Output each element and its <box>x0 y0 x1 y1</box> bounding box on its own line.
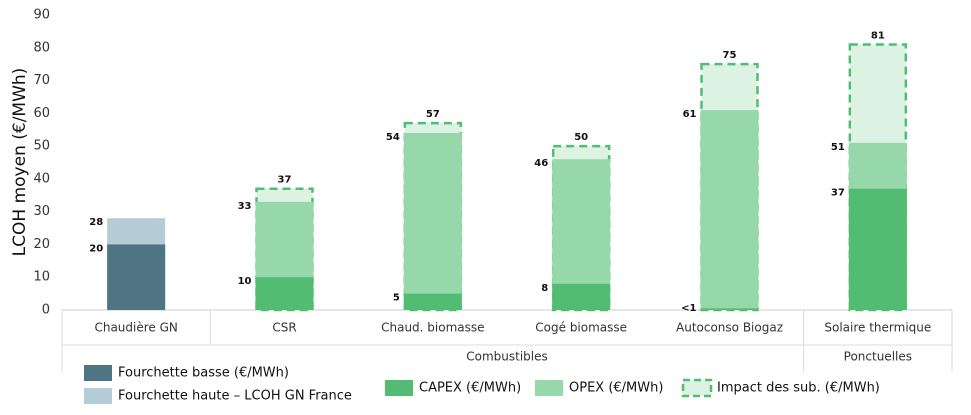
bar <box>700 110 759 310</box>
data-label: 20 <box>89 243 103 254</box>
legend-label: CAPEX (€/MWh) <box>419 381 521 396</box>
x-tick-label: Autoconso Biogaz <box>676 321 783 335</box>
x-tick-label: Cogé biomasse <box>535 321 627 335</box>
x-tick-label: Chaud. biomasse <box>381 321 484 335</box>
data-label: 50 <box>574 132 588 143</box>
y-tick-label: 50 <box>33 139 50 154</box>
data-label: 28 <box>89 217 103 228</box>
y-tick-label: 10 <box>33 270 50 285</box>
legend-swatch <box>535 380 563 396</box>
y-tick-label: 80 <box>33 40 50 55</box>
y-tick-label: 0 <box>42 303 50 318</box>
y-tick-label: 20 <box>33 237 50 252</box>
data-label: 61 <box>683 109 697 120</box>
data-label: 54 <box>386 132 400 143</box>
y-tick-label: 30 <box>33 204 50 219</box>
legend-label: Fourchette basse (€/MWh) <box>118 366 289 381</box>
y-tick-label: 40 <box>33 171 50 186</box>
bar <box>107 244 166 310</box>
x-tick-label: Chaudière GN <box>94 321 177 335</box>
data-label: 75 <box>723 50 737 61</box>
legend-swatch <box>681 378 713 398</box>
y-tick-label: 70 <box>33 73 50 88</box>
x-tick-label: CSR <box>272 321 296 335</box>
legend-swatch <box>84 365 112 381</box>
data-label: 8 <box>541 283 548 294</box>
data-label: 81 <box>871 31 885 42</box>
bar <box>700 308 759 310</box>
data-label: 57 <box>426 109 440 120</box>
x-tick-label: Solaire thermique <box>824 321 931 335</box>
bar <box>255 277 314 310</box>
data-label: 33 <box>238 201 252 212</box>
legend-label: OPEX (€/MWh) <box>569 381 663 396</box>
legend-label: Fourchette haute – LCOH GN France <box>118 389 352 404</box>
data-label: 51 <box>831 142 845 153</box>
legend-label: Impact des sub. (€/MWh) <box>717 381 880 396</box>
bar <box>848 188 907 310</box>
data-label: 10 <box>238 276 252 287</box>
legend-swatch <box>84 388 112 404</box>
bar <box>552 283 611 310</box>
y-tick-label: 90 <box>33 8 50 23</box>
data-label: 37 <box>831 188 845 199</box>
y-axis-label: LCOH moyen (€/MWh) <box>10 68 30 257</box>
data-label: 46 <box>534 158 548 169</box>
legend-swatch <box>385 380 413 396</box>
bar <box>403 133 462 310</box>
data-label: 5 <box>393 293 400 304</box>
y-tick-label: 60 <box>33 106 50 121</box>
bar <box>403 293 462 310</box>
group-label: Combustibles <box>466 350 548 364</box>
data-label: <1 <box>681 303 696 314</box>
group-label: Ponctuelles <box>844 350 912 364</box>
data-label: 37 <box>278 175 292 186</box>
